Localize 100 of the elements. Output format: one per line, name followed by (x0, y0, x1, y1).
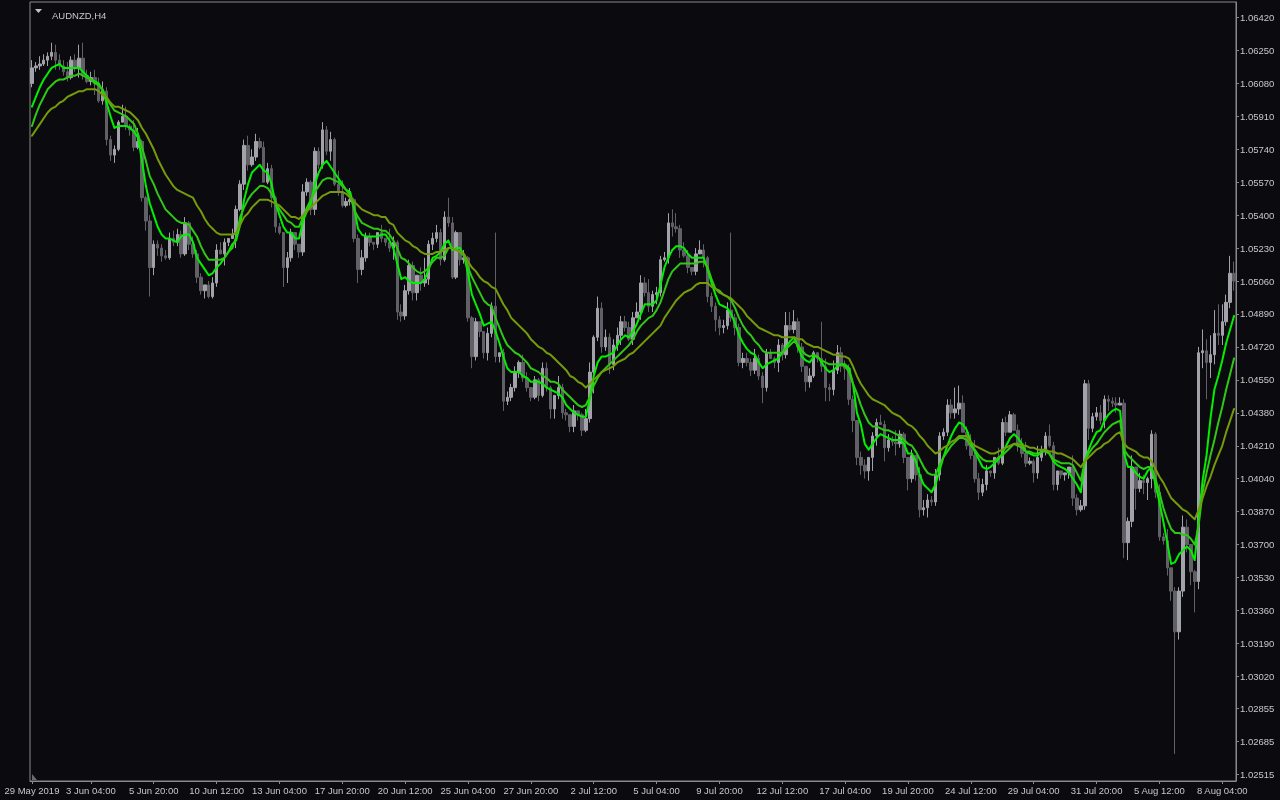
y-tick-label: 1.04210 (1240, 440, 1275, 452)
x-tick-label: 27 Jun 20:00 (503, 784, 559, 796)
candlestick (702, 243, 705, 268)
candlestick (887, 433, 890, 453)
candlestick (152, 239, 155, 276)
candlestick (1032, 458, 1035, 484)
candlestick (667, 212, 670, 265)
candlestick (1087, 379, 1090, 441)
x-tick-label: 29 May 2019 (4, 784, 60, 796)
candlestick (1232, 261, 1236, 292)
candlestick (894, 429, 898, 456)
candlestick (1083, 379, 1087, 511)
y-tick-label: 1.04890 (1240, 308, 1275, 320)
candlestick (325, 125, 328, 156)
y-tick-label: 1.02515 (1240, 768, 1275, 780)
candlestick (647, 278, 650, 313)
candlestick (1004, 416, 1008, 437)
candlestick (168, 232, 171, 261)
candlestick (953, 387, 957, 420)
candlestick (600, 301, 603, 354)
y-tick-label: 1.02685 (1240, 735, 1275, 747)
y-tick-label: 1.04380 (1240, 407, 1275, 419)
candlestick (910, 449, 914, 484)
x-tick-label: 29 Jul 04:00 (1007, 784, 1060, 796)
candlestick (1217, 303, 1220, 346)
candlestick (949, 398, 953, 420)
y-tick-label: 1.06420 (1240, 12, 1275, 23)
x-tick-label: 19 Jul 20:00 (882, 784, 934, 796)
x-tick-label: 2 Jul 12:00 (570, 784, 617, 796)
y-tick-label: 1.05740 (1240, 143, 1275, 155)
candlestick (753, 348, 757, 375)
candlestick (671, 208, 674, 237)
x-tick-label: 31 Jul 20:00 (1070, 784, 1123, 796)
candlestick (1008, 410, 1012, 433)
candlestick (1099, 404, 1102, 425)
candlestick (219, 241, 222, 255)
candlestick (415, 274, 419, 301)
x-tick-label: 5 Jul 04:00 (633, 784, 680, 796)
candlestick (792, 309, 796, 334)
candlestick (1138, 472, 1142, 493)
candlestick (160, 243, 163, 263)
candlestick (203, 284, 207, 299)
x-tick-label: 25 Jun 04:00 (440, 784, 496, 796)
candlestick (726, 301, 729, 330)
candlestick (1205, 338, 1208, 400)
y-tick-label: 1.03360 (1240, 604, 1275, 616)
y-tick-label: 1.06080 (1240, 77, 1275, 89)
candlestick (54, 44, 57, 71)
candlestick (957, 385, 961, 416)
candlestick (1056, 470, 1059, 491)
candlestick (1044, 431, 1047, 456)
y-tick-label: 1.05910 (1240, 110, 1275, 122)
candlestick (474, 317, 478, 361)
candlestick (1059, 470, 1063, 480)
y-tick-label: 1.05570 (1240, 176, 1275, 188)
candlestick (1107, 394, 1110, 412)
y-tick-label: 1.05060 (1240, 275, 1275, 287)
candlestick (42, 53, 45, 67)
candlestick (1142, 474, 1145, 495)
candlestick (77, 44, 81, 79)
y-tick-label: 1.03700 (1240, 539, 1275, 551)
y-tick-label: 1.05230 (1240, 242, 1275, 254)
x-tick-label: 20 Jun 12:00 (377, 784, 433, 796)
y-tick-label: 1.02855 (1240, 702, 1275, 714)
x-tick-label: 9 Jul 20:00 (696, 784, 743, 796)
candlestick (30, 59, 34, 88)
candlestick (946, 398, 949, 437)
candlestick (788, 311, 792, 332)
candlestick (1024, 441, 1028, 468)
candlestick (741, 352, 745, 369)
y-tick-label: 1.04550 (1240, 374, 1275, 386)
x-tick-label: 8 Aug 04:00 (1196, 784, 1248, 796)
candlestick (246, 135, 250, 172)
candlestick (765, 348, 768, 392)
x-tick-label: 17 Jun 20:00 (314, 784, 370, 796)
candlestick (223, 237, 226, 267)
y-tick-label: 1.03020 (1240, 670, 1275, 682)
candlestick (38, 55, 42, 71)
candlestick (989, 470, 992, 478)
candlestick (930, 495, 933, 507)
y-tick-label: 1.03190 (1240, 637, 1275, 649)
candlestick (604, 328, 607, 352)
candlestick (454, 230, 458, 280)
x-tick-label: 12 Jul 12:00 (756, 784, 809, 796)
y-tick-label: 1.03530 (1240, 572, 1275, 584)
candlestick (341, 179, 344, 208)
candlestick (549, 385, 552, 420)
candlestick (498, 352, 501, 363)
candlestick (317, 146, 320, 170)
candlestick (207, 280, 210, 299)
candlestick (1036, 445, 1039, 480)
candlestick (639, 274, 643, 321)
candlestick (502, 348, 505, 412)
candlestick (1118, 396, 1122, 406)
y-tick-label: 1.04040 (1240, 473, 1275, 485)
candlestick (926, 493, 929, 518)
x-tick-label: 3 Jun 04:00 (66, 784, 116, 796)
candlestick (329, 131, 332, 162)
candlestick (321, 121, 324, 170)
x-tick-label: 5 Jun 20:00 (128, 784, 179, 796)
